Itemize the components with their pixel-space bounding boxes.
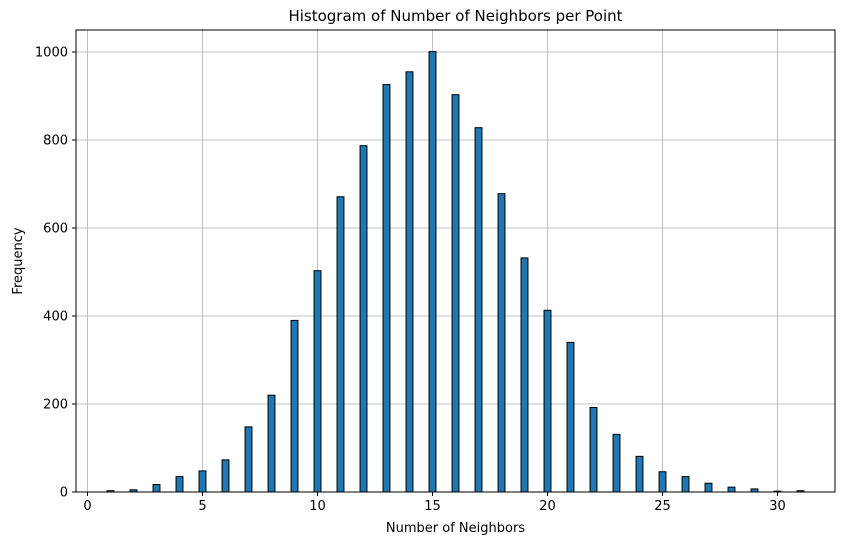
- plot-frame: [75, 29, 836, 493]
- histogram-bar: [428, 51, 437, 493]
- x-axis-title: Number of Neighbors: [386, 521, 525, 536]
- histogram-bar: [405, 71, 414, 493]
- histogram-bar: [520, 257, 529, 493]
- histogram-bar: [221, 459, 230, 493]
- histogram-bar: [198, 470, 207, 493]
- chart-title: Histogram of Number of Neighbors per Poi…: [288, 7, 622, 25]
- histogram-bar: [681, 476, 690, 493]
- x-tick-label: 0: [83, 499, 91, 514]
- x-tick-label: 20: [539, 499, 556, 514]
- y-tick-label: 1000: [35, 46, 68, 61]
- histogram-bar: [336, 196, 345, 493]
- x-tick-label: 5: [198, 499, 206, 514]
- histogram-bar: [589, 407, 598, 493]
- histogram-bar: [497, 193, 506, 493]
- histogram-bar: [359, 145, 368, 493]
- histogram-bar: [658, 471, 667, 493]
- histogram-bar: [543, 309, 552, 493]
- histogram-bar: [635, 455, 644, 493]
- y-tick-label: 200: [43, 398, 68, 413]
- y-tick-label: 600: [43, 222, 68, 237]
- x-tick-label: 10: [309, 499, 326, 514]
- histogram-bar: [244, 426, 253, 493]
- x-tick-label: 15: [424, 499, 441, 514]
- y-axis-ticks: 0 200 400 600 800 1000: [35, 46, 76, 501]
- histogram-bar: [704, 482, 713, 493]
- y-tick-label: 800: [43, 134, 68, 149]
- histogram-bar: [451, 94, 460, 493]
- histogram-bar: [267, 394, 276, 493]
- x-tick-label: 25: [654, 499, 671, 514]
- histogram-bar: [313, 270, 322, 493]
- histogram-bar: [175, 476, 184, 493]
- histogram-bar: [727, 486, 736, 493]
- x-axis-ticks: 0 5 10 15 20 25 30: [83, 492, 786, 514]
- histogram-bar: [290, 319, 299, 493]
- y-axis-title: Frequency: [11, 227, 26, 294]
- histogram-bar: [566, 341, 575, 493]
- x-tick-label: 30: [769, 499, 786, 514]
- histogram-bar: [612, 433, 621, 493]
- histogram-bar: [152, 484, 161, 493]
- y-tick-label: 0: [60, 486, 68, 501]
- y-tick-label: 400: [43, 310, 68, 325]
- histogram-bar: [382, 84, 391, 493]
- histogram-bar: [474, 127, 483, 493]
